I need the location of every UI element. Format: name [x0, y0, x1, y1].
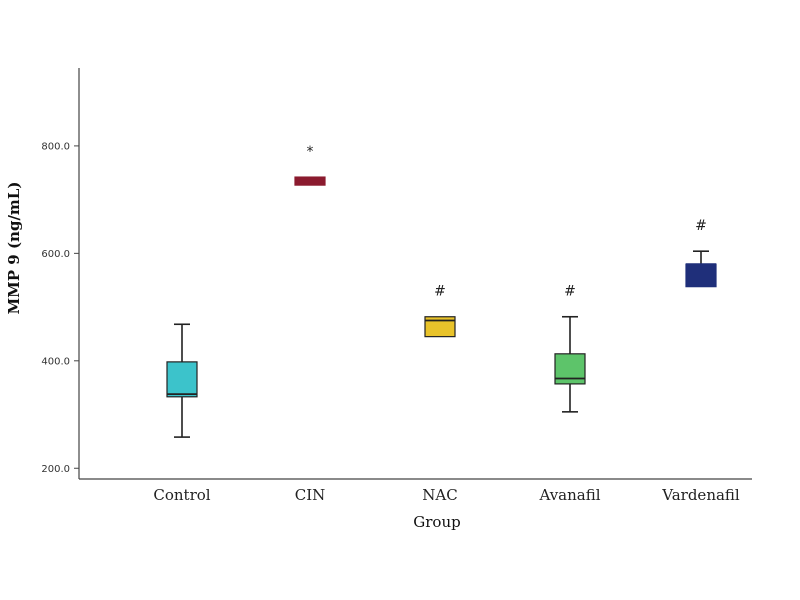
axes [78, 68, 752, 480]
y-tick-label: 600.0 [41, 249, 70, 260]
x-category-label: Control [153, 486, 210, 504]
x-category-label: NAC [422, 486, 457, 504]
box-control [166, 323, 198, 438]
x-axis-category-labels: Control CIN NAC Avanafil Vardenafil [153, 486, 740, 504]
y-axis-title: MMP 9 (ng/mL) [5, 182, 23, 315]
significance-marker: # [564, 284, 576, 300]
significance-marker: # [695, 218, 707, 234]
box-series [166, 176, 717, 438]
y-axis-ticks: 200.0 400.0 600.0 800.0 [41, 141, 79, 475]
box-vardenafil [685, 250, 717, 288]
box-iqr [685, 263, 717, 288]
significance-marker: # [434, 284, 446, 300]
box-iqr [166, 361, 198, 398]
x-category-label: Vardenafil [661, 486, 740, 504]
box-iqr [424, 316, 456, 338]
x-category-label: CIN [295, 486, 326, 504]
y-tick-label: 200.0 [41, 464, 70, 475]
significance-marker: * [307, 144, 314, 160]
box-avanafil [554, 315, 586, 413]
y-tick-label: 400.0 [41, 356, 70, 367]
x-axis-title: Group [413, 513, 460, 531]
significance-annotations: * # # # [307, 144, 707, 300]
y-tick-label: 800.0 [41, 141, 70, 152]
box-cin [294, 176, 326, 186]
box-nac [424, 316, 456, 338]
x-category-label: Avanafil [538, 486, 600, 504]
